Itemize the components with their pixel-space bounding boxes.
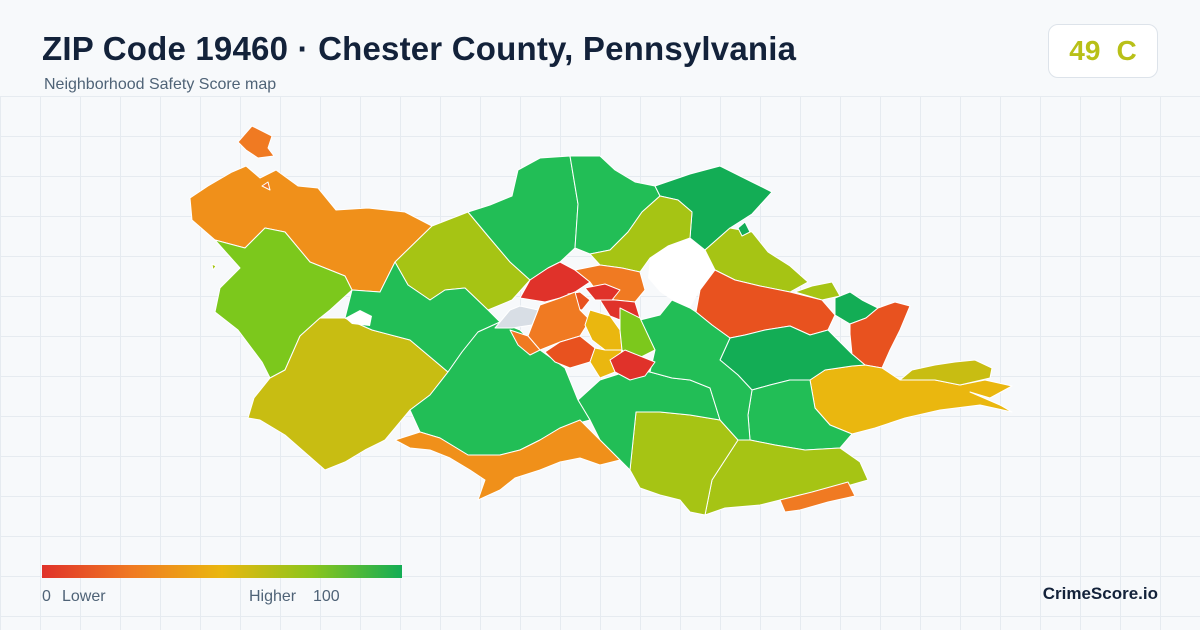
river-water <box>648 238 715 308</box>
map-region[interactable] <box>261 181 271 191</box>
map-region[interactable] <box>344 261 501 373</box>
map-region-no-data[interactable] <box>494 305 539 329</box>
safety-score-grade: C <box>1116 35 1137 66</box>
map-region[interactable] <box>779 481 856 513</box>
legend-high-label: Higher <box>249 588 297 605</box>
map-region[interactable] <box>899 359 993 386</box>
map-region[interactable] <box>584 283 621 301</box>
brand-logo-text[interactable]: CrimeScore.io <box>1042 584 1158 603</box>
map-region[interactable] <box>509 329 541 356</box>
map-region[interactable] <box>849 301 911 369</box>
page-subtitle: Neighborhood Safety Score map <box>44 76 277 93</box>
map-region[interactable] <box>809 364 1013 435</box>
map-region[interactable] <box>737 221 751 237</box>
legend-max-value: 100 <box>313 588 340 605</box>
safety-score-badge: 49 C <box>1048 24 1158 78</box>
safety-score-value: 49 <box>1069 35 1101 66</box>
map-region[interactable] <box>639 299 753 441</box>
page-title: ZIP Code 19460 · Chester County, Pennsyl… <box>42 30 797 67</box>
map-region[interactable] <box>211 263 217 271</box>
legend-color-scale <box>42 565 402 578</box>
map-region[interactable] <box>609 349 656 381</box>
map-region[interactable] <box>394 419 621 501</box>
legend-min-value: 0 <box>42 588 51 605</box>
map-region[interactable] <box>237 125 275 159</box>
legend-low-label: Lower <box>62 588 106 605</box>
map-gap <box>345 310 372 326</box>
